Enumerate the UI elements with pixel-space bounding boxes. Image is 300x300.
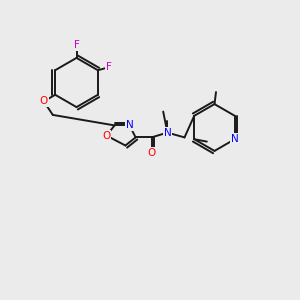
Text: O: O [147, 148, 156, 158]
Text: O: O [40, 96, 48, 106]
Text: O: O [102, 130, 111, 141]
Text: N: N [126, 120, 134, 130]
Text: N: N [231, 134, 238, 144]
Text: N: N [164, 128, 171, 138]
Text: F: F [74, 40, 80, 50]
Text: F: F [106, 62, 112, 72]
